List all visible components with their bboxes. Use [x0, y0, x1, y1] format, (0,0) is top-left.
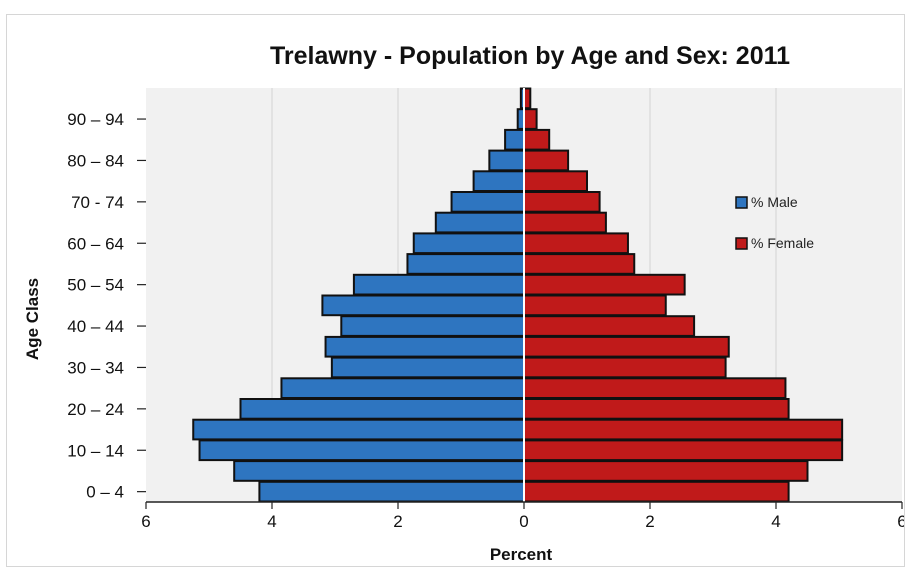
male-bar-85-89 [504, 128, 526, 151]
y-tick-label: 30 – 34 [67, 358, 124, 377]
female-bar-90-94 [523, 108, 538, 130]
male-bar-60-64 [412, 232, 525, 255]
male-bar-80-84 [488, 149, 526, 172]
male-bar-45-49 [321, 294, 525, 317]
bars [192, 87, 844, 503]
female-bar-65-69 [523, 211, 607, 234]
female-bar-15-19 [523, 418, 844, 441]
y-tick-label: 70 - 74 [71, 193, 124, 212]
y-tick-label: 20 – 24 [67, 400, 124, 419]
male-bar-35-39 [324, 335, 525, 358]
y-tick-label: 80 – 84 [67, 151, 124, 170]
legend-label-female: % Female [751, 235, 814, 251]
female-bar-75-79 [523, 170, 588, 193]
legend-swatch-female [735, 237, 748, 250]
y-tick-label: 90 – 94 [67, 110, 124, 129]
y-tick-label: 40 – 44 [67, 317, 124, 336]
female-bar-25-29 [523, 377, 787, 399]
legend: % Male % Female [735, 194, 814, 251]
x-tick-label: 6 [141, 512, 150, 531]
x-tick-label: 4 [267, 512, 276, 531]
male-bar-55-59 [406, 253, 526, 275]
chart-title: Trelawny - Population by Age and Sex: 20… [270, 42, 790, 70]
legend-label-male: % Male [751, 194, 798, 210]
male-bar-30-34 [330, 356, 525, 379]
y-tick-label: 50 – 54 [67, 276, 124, 295]
y-tick-label: 60 – 64 [67, 234, 124, 253]
female-bar-40-44 [523, 315, 696, 337]
y-ticks: 0 – 4 10 – 14 20 – 24 30 – 34 40 – 44 50 – 54… [67, 110, 146, 502]
y-axis-title: Age Class [23, 278, 42, 360]
x-tick-label: 6 [897, 512, 904, 531]
female-bar-10-14 [523, 439, 844, 462]
x-tick-label: 0 [519, 512, 528, 531]
female-bar-20-24 [523, 398, 790, 420]
male-bar-25-29 [280, 377, 526, 399]
x-tick-label: 2 [645, 512, 654, 531]
male-bar-50-54 [352, 273, 525, 296]
male-bar-65-69 [434, 211, 525, 234]
female-bar-60-64 [523, 232, 629, 255]
female-bar-30-34 [523, 356, 727, 379]
male-bar-70-74 [450, 191, 525, 213]
male-bar-15-19 [192, 418, 525, 441]
x-tick-label: 4 [771, 512, 780, 531]
male-bar-5-9 [233, 460, 525, 482]
x-ticks: 6 4 2 0 2 4 6 [141, 502, 904, 531]
female-bar-70-74 [523, 191, 601, 213]
male-bar-20-24 [239, 398, 525, 420]
female-bar-55-59 [523, 253, 636, 275]
y-tick-label: 10 – 14 [67, 441, 124, 460]
chart-frame: 6 4 2 0 2 4 6 0 – 4 10 – 14 20 – 24 30 – 34 40 – 4… [6, 14, 905, 567]
female-bar-35-39 [523, 335, 730, 358]
female-bar-45-49 [523, 294, 667, 317]
male-bar-0-4 [258, 480, 525, 503]
male-bar-40-44 [340, 315, 525, 337]
x-tick-label: 2 [393, 512, 402, 531]
female-bar-0-4 [523, 480, 790, 503]
population-pyramid-chart: 6 4 2 0 2 4 6 0 – 4 10 – 14 20 – 24 30 – 34 40 – 4… [23, 42, 904, 564]
female-bar-85-89 [523, 128, 551, 151]
female-bar-5-9 [523, 460, 809, 482]
female-bar-80-84 [523, 149, 570, 172]
female-bar-50-54 [523, 273, 686, 296]
male-bar-75-79 [472, 170, 526, 193]
legend-swatch-male [735, 196, 748, 209]
male-bar-10-14 [198, 439, 526, 462]
x-axis-title: Percent [490, 545, 553, 564]
y-tick-label: 0 – 4 [86, 483, 124, 502]
